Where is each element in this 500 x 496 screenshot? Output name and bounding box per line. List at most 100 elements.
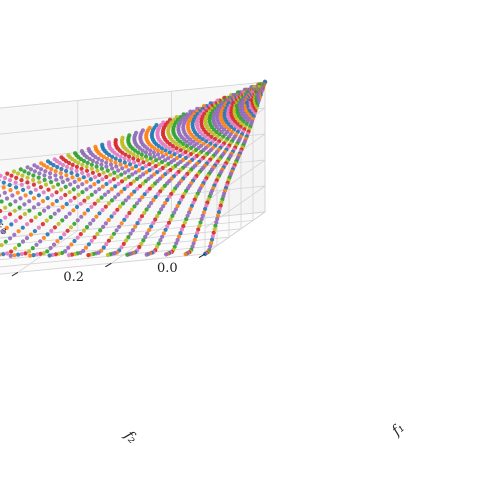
data-point (50, 202, 55, 207)
data-point (169, 154, 174, 159)
data-point (119, 245, 124, 250)
data-point (196, 227, 201, 232)
data-point (100, 184, 105, 189)
data-point (101, 170, 106, 175)
data-point (92, 182, 97, 187)
data-point (26, 171, 31, 176)
data-point (45, 165, 50, 170)
data-point (3, 205, 8, 210)
data-point (209, 241, 214, 246)
data-point (41, 163, 47, 168)
data-point (1, 252, 6, 257)
data-point (37, 211, 42, 216)
data-point (131, 179, 136, 184)
data-point (178, 139, 183, 144)
data-point (118, 162, 123, 167)
data-point (177, 200, 182, 205)
data-point (84, 225, 90, 230)
data-point (125, 184, 130, 189)
data-point (24, 236, 30, 241)
data-point (76, 192, 81, 197)
data-point (19, 251, 24, 257)
data-point (153, 164, 158, 169)
data-point (18, 167, 23, 172)
data-point (140, 166, 145, 171)
data-point (59, 187, 64, 192)
data-point (97, 172, 102, 177)
data-point (191, 139, 196, 144)
data-point (139, 152, 144, 157)
data-point (18, 196, 23, 201)
data-point (106, 238, 111, 243)
data-point (184, 217, 189, 222)
grid-line (204, 159, 266, 203)
data-point (72, 195, 77, 200)
data-point (80, 190, 85, 195)
data-point (188, 141, 193, 146)
data-point (106, 189, 111, 194)
data-point (131, 156, 136, 161)
data-point (160, 154, 165, 159)
data-point (177, 143, 182, 149)
data-point (97, 211, 102, 216)
data-point (154, 244, 160, 249)
data-point (40, 199, 46, 204)
data-point (16, 229, 21, 234)
data-point (84, 179, 89, 184)
data-point (163, 200, 168, 206)
data-point (65, 177, 70, 182)
data-point (22, 211, 27, 217)
data-point (81, 158, 87, 164)
data-point (143, 164, 148, 169)
data-point (152, 154, 157, 159)
data-point (38, 239, 43, 244)
data-point (114, 228, 119, 233)
data-point (167, 194, 172, 199)
data-point (95, 168, 100, 173)
data-point (58, 171, 63, 176)
data-point (98, 228, 103, 233)
data-point (153, 217, 158, 222)
data-point (119, 172, 124, 177)
data-point (163, 144, 168, 149)
data-point (156, 152, 161, 157)
data-point (9, 249, 14, 254)
data-point (155, 214, 160, 219)
data-point (191, 134, 196, 140)
data-point (19, 178, 24, 183)
data-point (54, 177, 59, 182)
data-point (114, 164, 119, 169)
data-point (3, 215, 8, 220)
data-point (62, 232, 67, 237)
data-point (69, 170, 74, 176)
data-point (89, 166, 94, 171)
data-point (80, 162, 85, 167)
data-point (113, 160, 118, 165)
grid-line (204, 211, 266, 255)
data-point (76, 184, 81, 189)
data-point (143, 154, 149, 159)
data-point (0, 252, 2, 257)
data-point (14, 175, 19, 180)
data-point (113, 156, 118, 161)
data-point (92, 201, 97, 206)
data-point (48, 161, 53, 166)
data-point (123, 198, 128, 203)
data-point (97, 187, 102, 192)
data-point (181, 141, 186, 146)
grid-line (0, 245, 218, 268)
data-point (164, 152, 169, 157)
data-point (108, 158, 114, 163)
data-point (151, 197, 156, 203)
data-point (151, 220, 156, 226)
data-point (126, 168, 131, 173)
data-point (165, 197, 170, 202)
data-point (66, 253, 72, 258)
data-point (88, 177, 93, 182)
data-point (11, 169, 17, 174)
data-point (64, 168, 69, 174)
data-point (124, 164, 129, 169)
data-point (172, 244, 177, 249)
data-point (85, 160, 90, 165)
data-point (128, 150, 133, 155)
